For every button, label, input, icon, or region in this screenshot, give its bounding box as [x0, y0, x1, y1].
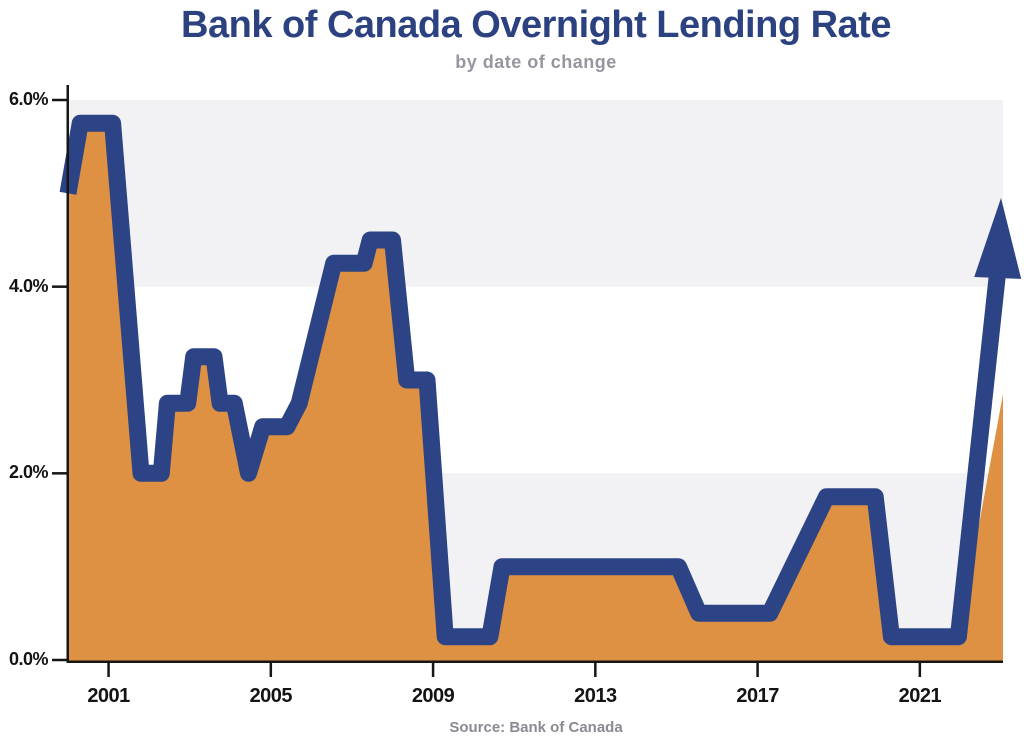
y-tick: [52, 472, 68, 475]
y-tick: [52, 658, 68, 662]
y-tick-label: 4.0%: [8, 275, 49, 296]
y-axis-line: [66, 85, 69, 663]
x-axis-line: [66, 660, 1003, 663]
x-tick: [431, 663, 435, 677]
x-tick: [594, 663, 597, 677]
x-tick: [756, 663, 759, 677]
y-tick-label: 0.0%: [8, 649, 49, 669]
rate-line: [59, 114, 1007, 646]
x-tick: [269, 663, 273, 677]
y-tick-label: 2.0%: [8, 462, 49, 483]
rate-area-fill: [68, 123, 1003, 662]
x-tick-label: 2009: [411, 685, 455, 707]
x-tick-label: 2013: [574, 685, 617, 707]
x-tick: [918, 663, 922, 677]
x-tick-label: 2005: [249, 685, 293, 707]
chart-subtitle: by date of change: [455, 52, 617, 72]
x-tick: [107, 663, 110, 677]
y-tick-label: 6.0%: [8, 89, 49, 109]
x-tick-label: 2001: [87, 685, 130, 707]
source-caption: Source: Bank of Canada: [449, 719, 623, 736]
trend-arrowhead-icon: [974, 198, 1022, 279]
y-tick: [52, 285, 68, 288]
y-tick: [52, 98, 68, 102]
chart-title: Bank of Canada Overnight Lending Rate: [181, 4, 891, 46]
background-band: [68, 100, 1003, 287]
x-tick-label: 2017: [736, 685, 779, 707]
x-tick-label: 2021: [898, 685, 942, 707]
